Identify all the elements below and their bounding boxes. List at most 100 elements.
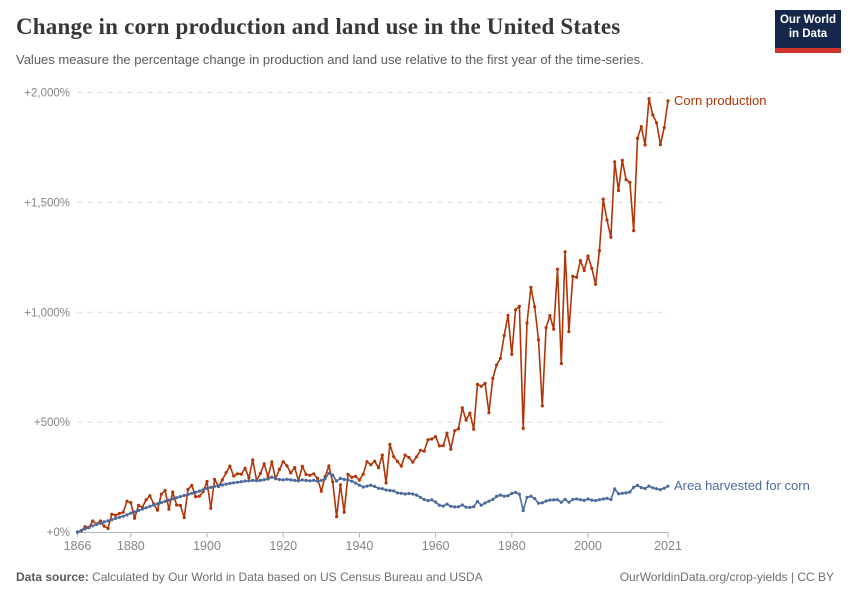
data-point: [487, 411, 491, 415]
data-point: [517, 304, 522, 308]
data-point: [117, 511, 121, 516]
data-point: [472, 505, 476, 509]
y-tick-label: +500%: [34, 417, 70, 429]
data-point: [495, 363, 499, 367]
data-point: [651, 113, 655, 117]
data-point: [155, 508, 160, 512]
data-point: [152, 503, 156, 507]
x-tick-label: 1900: [193, 539, 221, 553]
data-point: [98, 521, 102, 525]
data-point: [388, 442, 392, 446]
data-point: [270, 460, 274, 464]
line-area-harvested: [77, 472, 669, 533]
data-point: [117, 515, 121, 519]
data-point: [319, 478, 323, 482]
owid-logo-line1: Our World: [779, 14, 836, 26]
data-point: [281, 460, 285, 464]
data-point: [255, 479, 259, 483]
data-point: [327, 464, 331, 468]
data-point: [594, 499, 598, 503]
data-point: [616, 492, 621, 496]
line-corn-production: [77, 97, 669, 533]
data-point: [605, 496, 609, 500]
y-tick-label: +1,500%: [24, 197, 70, 209]
data-point: [110, 518, 114, 522]
data-point: [232, 481, 236, 485]
data-point: [361, 472, 365, 476]
data-point: [487, 499, 491, 503]
data-point: [460, 406, 464, 410]
data-point: [533, 497, 537, 501]
data-point: [159, 501, 163, 505]
data-point: [335, 515, 339, 519]
data-point: [75, 530, 80, 534]
data-point: [411, 492, 415, 496]
data-point: [395, 459, 400, 464]
data-point: [213, 477, 217, 481]
data-point: [453, 505, 457, 509]
data-point: [209, 485, 213, 489]
data-point: [456, 427, 461, 431]
data-point: [175, 503, 179, 507]
data-point: [506, 494, 510, 498]
data-point: [620, 491, 624, 495]
data-point: [194, 495, 198, 499]
data-point: [479, 384, 483, 388]
data-point: [590, 498, 594, 502]
data-point: [628, 180, 632, 184]
data-point: [552, 327, 556, 331]
data-point: [418, 495, 422, 499]
data-point: [468, 411, 472, 415]
data-point: [536, 338, 541, 342]
data-point: [666, 484, 670, 488]
data-point: [514, 308, 518, 312]
data-point: [235, 480, 240, 484]
data-point: [155, 502, 160, 506]
data-point: [289, 471, 293, 475]
data-point: [102, 520, 106, 524]
data-point: [300, 464, 304, 468]
data-point: [639, 125, 643, 129]
data-point: [384, 481, 388, 485]
data-point: [384, 488, 388, 492]
data-point: [609, 497, 613, 502]
data-point: [548, 498, 552, 502]
data-point: [228, 481, 232, 485]
data-point: [186, 487, 190, 491]
chart-subtitle: Values measure the percentage change in …: [16, 52, 644, 67]
series-label-corn-production: Corn production: [674, 92, 767, 108]
data-point: [536, 501, 541, 505]
data-point: [635, 483, 640, 487]
data-point: [449, 447, 453, 451]
data-point: [209, 506, 213, 510]
data-point: [285, 477, 289, 481]
owid-logo[interactable]: Our World in Data: [775, 10, 841, 53]
data-point: [369, 463, 373, 467]
data-point: [121, 514, 125, 518]
data-point: [544, 499, 548, 503]
data-point: [159, 492, 163, 496]
data-point: [643, 143, 647, 147]
data-point: [483, 501, 487, 505]
data-point: [392, 489, 396, 493]
data-point: [426, 438, 430, 442]
data-point: [380, 453, 384, 457]
data-point: [437, 444, 441, 448]
data-point: [502, 494, 506, 498]
data-point: [434, 435, 438, 439]
data-point: [346, 472, 350, 476]
data-point: [262, 462, 266, 466]
data-point: [464, 418, 468, 422]
data-source-note: Data source: Calculated by Our World in …: [16, 570, 483, 584]
data-point: [277, 467, 281, 471]
data-point: [319, 489, 323, 493]
data-point: [491, 497, 495, 502]
data-point: [624, 491, 628, 495]
data-point: [171, 490, 175, 494]
credit-link[interactable]: OurWorldinData.org/crop-yields | CC BY: [619, 570, 834, 584]
data-point: [171, 497, 175, 501]
data-point: [186, 492, 190, 496]
data-point: [552, 498, 556, 502]
